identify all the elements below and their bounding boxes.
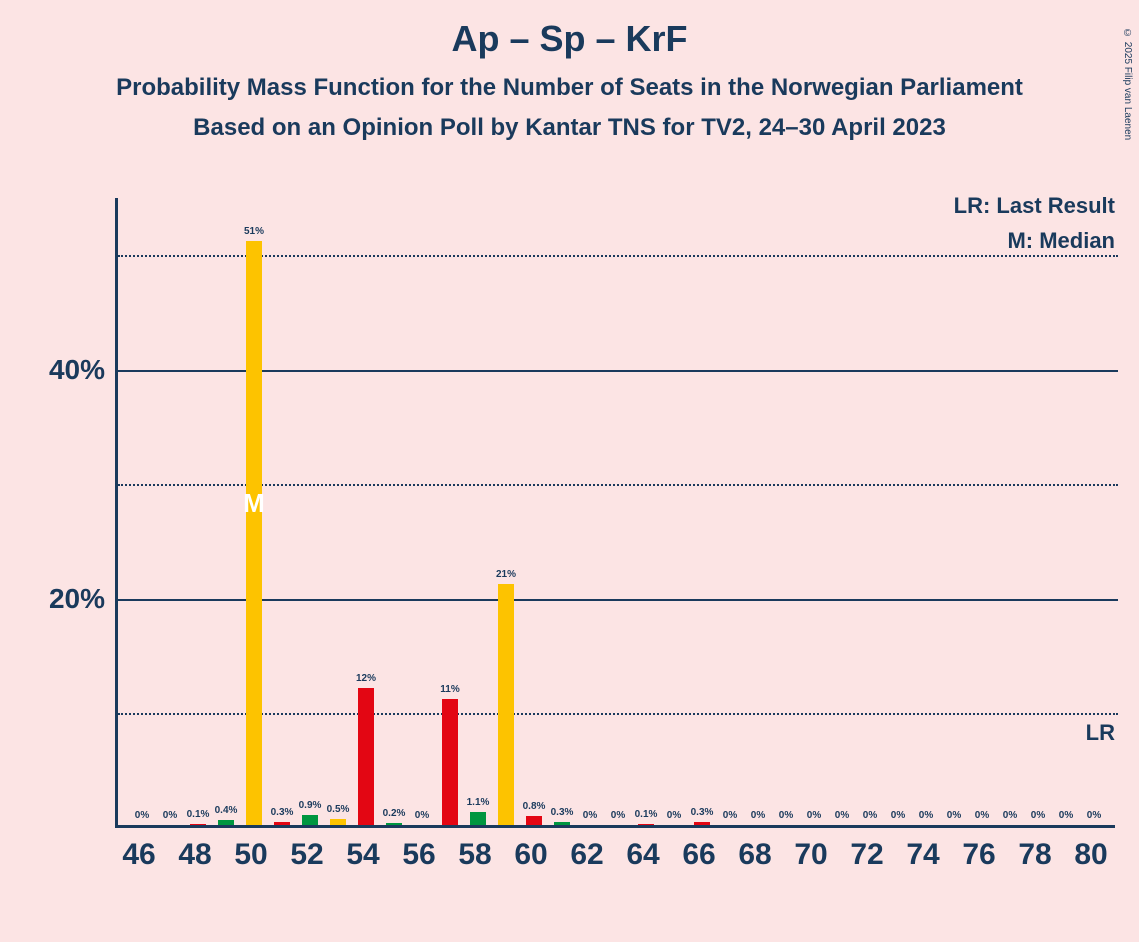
legend-m: M: Median: [1007, 228, 1115, 254]
bar-value-label: 0.3%: [271, 807, 294, 818]
x-axis-label: 66: [682, 838, 715, 872]
copyright-text: © 2025 Filip van Laenen: [1122, 28, 1133, 140]
bar-value-label: 0%: [583, 810, 597, 821]
bar-value-label: 0.4%: [215, 805, 238, 816]
bar-value-label: 0%: [975, 810, 989, 821]
bar-value-label: 0%: [1031, 810, 1045, 821]
x-axis-label: 50: [234, 838, 267, 872]
bar-value-label: 0%: [1059, 810, 1073, 821]
bar-value-label: 0.2%: [383, 808, 406, 819]
legend-lr: LR: Last Result: [954, 193, 1115, 219]
x-axis-label: 48: [178, 838, 211, 872]
plot-area: 0% 0% 0.1% 0.4% 51% 0.3% 0.9% 0.5% 12% 0.2% 0% 11% 1…: [115, 198, 1115, 828]
bar-value-label: 0%: [751, 810, 765, 821]
x-axis-label: 70: [794, 838, 827, 872]
bar-value-label: 0%: [919, 810, 933, 821]
median-marker: M: [243, 488, 265, 519]
bar-value-label: 0.1%: [187, 809, 210, 820]
x-axis-label: 74: [906, 838, 939, 872]
bar-value-label: 51%: [244, 226, 264, 237]
y-axis-label: 20%: [49, 583, 105, 615]
x-axis-label: 58: [458, 838, 491, 872]
x-axis-label: 56: [402, 838, 435, 872]
bar: [554, 822, 570, 825]
x-axis-label: 68: [738, 838, 771, 872]
x-axis-label: 78: [1018, 838, 1051, 872]
x-axis-label: 54: [346, 838, 379, 872]
gridline-major: [118, 599, 1118, 601]
bar-value-label: 0.3%: [551, 807, 574, 818]
bar-value-label: 21%: [496, 569, 516, 580]
bar: [442, 699, 458, 825]
bar-value-label: 0%: [415, 810, 429, 821]
bar-value-label: 0%: [835, 810, 849, 821]
x-axis-label: 80: [1074, 838, 1107, 872]
x-axis-label: 76: [962, 838, 995, 872]
bar-value-label: 0%: [891, 810, 905, 821]
chart-subtitle-2: Based on an Opinion Poll by Kantar TNS f…: [0, 114, 1139, 142]
bar-value-label: 0.5%: [327, 804, 350, 815]
bar-value-label: 0.1%: [635, 809, 658, 820]
bar-value-label: 0%: [723, 810, 737, 821]
bar-value-label: 0%: [667, 810, 681, 821]
bar-value-label: 0.8%: [523, 801, 546, 812]
bar-value-label: 0%: [947, 810, 961, 821]
bar: [694, 822, 710, 825]
bar: [330, 819, 346, 825]
bar: [358, 688, 374, 825]
gridline-minor: [118, 713, 1118, 715]
x-axis-label: 64: [626, 838, 659, 872]
gridline-minor: [118, 484, 1118, 486]
bar-value-label: 12%: [356, 673, 376, 684]
bar-value-label: 0%: [135, 810, 149, 821]
bar: [274, 822, 290, 825]
pmf-chart: 0% 0% 0.1% 0.4% 51% 0.3% 0.9% 0.5% 12% 0.2% 0% 11% 1…: [115, 198, 1115, 828]
bar: [246, 241, 262, 825]
bar: [470, 812, 486, 825]
x-axis-label: 52: [290, 838, 323, 872]
x-axis-label: 60: [514, 838, 547, 872]
bar: [498, 584, 514, 825]
bar-value-label: 1.1%: [467, 797, 490, 808]
bar-value-label: 0%: [779, 810, 793, 821]
bar-value-label: 0%: [1003, 810, 1017, 821]
bar: [638, 824, 654, 825]
bar: [526, 816, 542, 825]
bar-value-label: 0%: [611, 810, 625, 821]
bar-value-label: 0%: [163, 810, 177, 821]
x-axis-label: 72: [850, 838, 883, 872]
gridline-major: [118, 370, 1118, 372]
bar-value-label: 0.3%: [691, 807, 714, 818]
bar-value-label: 0.9%: [299, 800, 322, 811]
bar-value-label: 11%: [440, 684, 459, 695]
x-axis-label: 46: [122, 838, 155, 872]
bar: [386, 823, 402, 825]
bar: [302, 815, 318, 825]
y-axis-label: 40%: [49, 354, 105, 386]
gridline-minor: [118, 255, 1118, 257]
bar: [190, 824, 206, 825]
x-axis-label: 62: [570, 838, 603, 872]
lr-marker: LR: [1086, 720, 1115, 746]
chart-title: Ap – Sp – KrF: [0, 18, 1139, 60]
bar-value-label: 0%: [863, 810, 877, 821]
bar-value-label: 0%: [807, 810, 821, 821]
bar-value-label: 0%: [1087, 810, 1101, 821]
chart-subtitle-1: Probability Mass Function for the Number…: [0, 74, 1139, 102]
bar: [218, 820, 234, 825]
